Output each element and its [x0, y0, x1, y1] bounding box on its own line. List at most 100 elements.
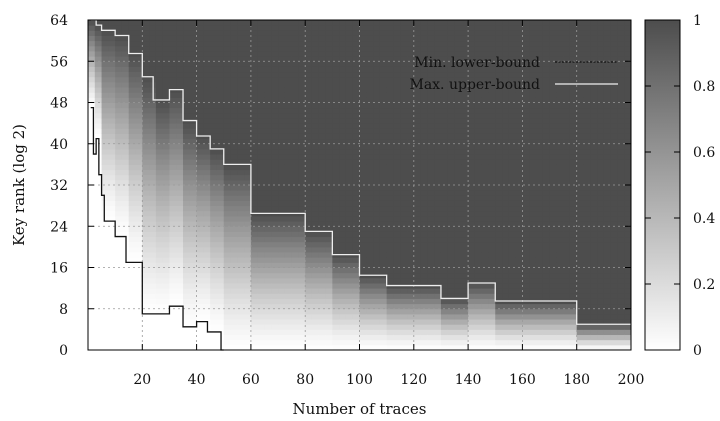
heatmap-cell [244, 215, 252, 222]
heatmap-cell [549, 30, 557, 36]
heatmap-cell [305, 164, 313, 171]
heatmap-cell [583, 61, 591, 67]
heatmap-cell [169, 133, 177, 140]
heatmap-cell [135, 288, 143, 294]
heatmap-cell [210, 71, 218, 78]
heatmap-cell [291, 262, 299, 268]
heatmap-cell [522, 221, 530, 227]
heatmap-cell [597, 143, 605, 150]
heatmap-cell [373, 45, 381, 52]
heatmap-cell [94, 71, 103, 78]
heatmap-cell [529, 25, 537, 31]
heatmap-cell [332, 97, 340, 103]
heatmap-cell [345, 112, 354, 119]
heatmap-cell [339, 195, 347, 201]
heatmap-cell [121, 205, 130, 212]
heatmap-cell [108, 66, 116, 73]
heatmap-cell [278, 344, 286, 351]
heatmap-cell [142, 179, 150, 186]
heatmap-cell [379, 159, 388, 165]
heatmap-cell [563, 252, 571, 258]
heatmap-cell [284, 133, 293, 140]
heatmap-cell [386, 87, 394, 93]
heatmap-cell [413, 231, 422, 238]
heatmap-cell [352, 308, 361, 315]
heatmap-cell [420, 205, 428, 212]
heatmap-cell [386, 252, 394, 258]
heatmap-cell [325, 143, 333, 150]
heatmap-cell [298, 200, 306, 207]
heatmap-cell [203, 236, 211, 243]
heatmap-cell [569, 81, 578, 88]
heatmap-cell [359, 226, 367, 232]
heatmap-cell [339, 87, 347, 93]
heatmap-cell [318, 262, 327, 268]
heatmap-cell [257, 35, 265, 42]
heatmap-cell [203, 277, 211, 284]
heatmap-cell [590, 257, 598, 263]
heatmap-cell [128, 298, 137, 305]
heatmap-cell [176, 164, 184, 171]
heatmap-cell [196, 231, 204, 238]
heatmap-cell [223, 200, 232, 207]
heatmap-cell [597, 112, 605, 119]
heatmap-cell [203, 339, 211, 346]
heatmap-cell [407, 205, 415, 212]
heatmap-cell [121, 25, 130, 31]
heatmap-cell [502, 190, 510, 196]
heatmap-cell [257, 30, 265, 36]
heatmap-cell [115, 344, 123, 351]
heatmap-cell [454, 81, 462, 88]
heatmap-cell [413, 277, 422, 284]
heatmap-cell [495, 246, 503, 253]
heatmap-cell [203, 76, 211, 83]
heatmap-cell [549, 221, 557, 227]
heatmap-cell [481, 195, 489, 201]
heatmap-cell [495, 128, 503, 134]
heatmap-cell [440, 107, 449, 114]
heatmap-cell [128, 288, 137, 294]
heatmap-cell [556, 66, 564, 73]
heatmap-cell [237, 107, 245, 114]
heatmap-cell [461, 277, 469, 284]
heatmap-cell [149, 71, 157, 78]
heatmap-cell [176, 200, 184, 207]
heatmap-cell [101, 138, 109, 145]
heatmap-cell [325, 40, 333, 47]
heatmap-cell [244, 138, 252, 145]
heatmap-cell [223, 97, 232, 103]
heatmap-cell [542, 277, 551, 284]
heatmap-cell [393, 40, 401, 47]
heatmap-cell [522, 148, 530, 155]
heatmap-cell [393, 97, 401, 103]
heatmap-cell [278, 87, 286, 93]
heatmap-cell [264, 236, 272, 243]
heatmap-cell [610, 138, 618, 145]
heatmap-cell [379, 308, 388, 315]
heatmap-cell [162, 195, 170, 201]
heatmap-cell [216, 61, 225, 67]
heatmap-cell [352, 288, 361, 294]
heatmap-cell [468, 76, 476, 83]
heatmap-cell [542, 174, 551, 181]
heatmap-cell [603, 329, 612, 336]
heatmap-cell [590, 272, 598, 279]
heatmap-cell [569, 334, 578, 341]
heatmap-cell [454, 308, 462, 315]
heatmap-cell [366, 148, 374, 155]
heatmap-cell [569, 50, 578, 57]
heatmap-cell [535, 35, 544, 42]
heatmap-cell [359, 205, 367, 212]
heatmap-cell [454, 277, 462, 284]
heatmap-cell [257, 56, 265, 62]
heatmap-cell [549, 133, 557, 140]
heatmap-cell [468, 40, 476, 47]
heatmap-cell [379, 252, 388, 258]
heatmap-cell [542, 143, 551, 150]
heatmap-cell [250, 293, 259, 299]
heatmap-cell [237, 112, 245, 119]
heatmap-cell [461, 215, 469, 222]
heatmap-cell [244, 329, 252, 336]
heatmap-cell [108, 71, 116, 78]
heatmap-cell [183, 128, 191, 134]
